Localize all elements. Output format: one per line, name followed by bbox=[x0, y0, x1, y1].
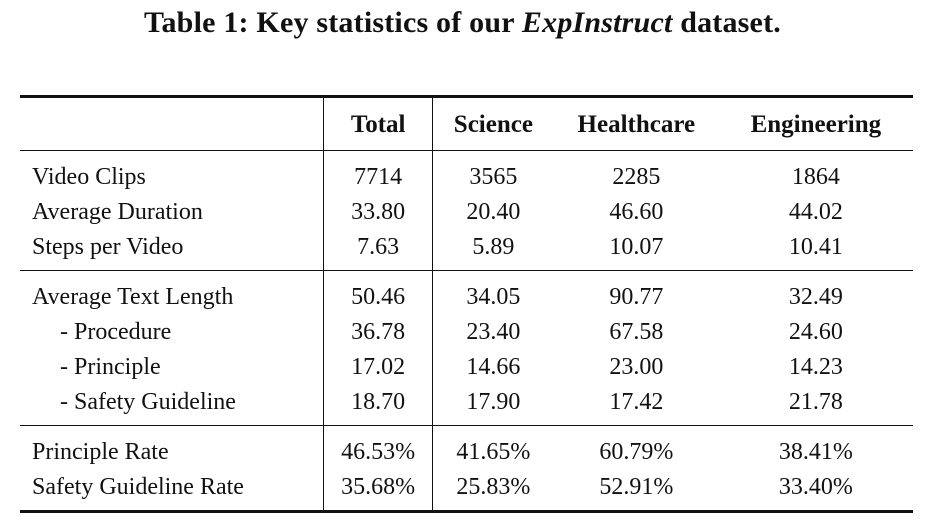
row-label: Principle Rate bbox=[20, 425, 325, 469]
cell-science: 20.40 bbox=[466, 198, 521, 225]
header-label-cell bbox=[20, 96, 325, 151]
cell-healthcare: 2285 bbox=[612, 163, 661, 190]
cell-healthcare: 60.79% bbox=[599, 438, 674, 465]
cell-healthcare: 10.07 bbox=[609, 233, 664, 260]
cell-engineering: 10.41 bbox=[788, 233, 843, 260]
cell-science: 5.89 bbox=[472, 233, 515, 260]
cell-healthcare: 46.60 bbox=[609, 198, 664, 225]
cell-total: 7714 bbox=[323, 150, 433, 194]
statistics-table-container: Total Science Healthcare Engineering Vid… bbox=[20, 95, 913, 513]
cell-science: 34.05 bbox=[466, 283, 521, 310]
cell-healthcare: 90.77 bbox=[609, 283, 664, 310]
cell-engineering: 38.41% bbox=[778, 438, 853, 465]
cell-science: 14.66 bbox=[466, 353, 521, 380]
cell-engineering: 14.23 bbox=[788, 353, 843, 380]
table-group-basic: Video Clips 7714 3565 2285 1864 Average … bbox=[20, 150, 913, 271]
cell-healthcare: 23.00 bbox=[609, 353, 664, 380]
table-row: - Safety Guideline 18.70 17.90 17.42 21.… bbox=[20, 384, 913, 426]
header-healthcare: Healthcare bbox=[577, 110, 696, 138]
statistics-table: Total Science Healthcare Engineering Vid… bbox=[20, 95, 913, 513]
row-label: Safety Guideline Rate bbox=[20, 469, 325, 512]
cell-science: 25.83% bbox=[456, 473, 531, 500]
caption-suffix: dataset. bbox=[672, 6, 781, 39]
row-label: Steps per Video bbox=[20, 229, 325, 271]
caption-dataset-name: ExpInstruct bbox=[521, 6, 673, 39]
table-row: Video Clips 7714 3565 2285 1864 bbox=[20, 150, 913, 194]
cell-engineering: 32.49 bbox=[788, 283, 843, 310]
cell-total: 35.68% bbox=[323, 469, 433, 512]
cell-total: 50.46 bbox=[323, 270, 433, 314]
cell-healthcare: 52.91% bbox=[599, 473, 674, 500]
caption-prefix: Table 1: Key statistics of our bbox=[144, 6, 522, 39]
row-label: - Safety Guideline bbox=[20, 384, 325, 426]
cell-science: 41.65% bbox=[456, 438, 531, 465]
cell-total: 46.53% bbox=[323, 425, 433, 469]
header-row: Total Science Healthcare Engineering bbox=[20, 96, 913, 151]
cell-engineering: 24.60 bbox=[788, 318, 843, 345]
table-group-rates: Principle Rate 46.53% 41.65% 60.79% 38.4… bbox=[20, 425, 913, 512]
table-row: Average Duration 33.80 20.40 46.60 44.02 bbox=[20, 194, 913, 229]
row-label: Average Duration bbox=[20, 194, 325, 229]
cell-total: 7.63 bbox=[323, 229, 433, 271]
cell-total: 18.70 bbox=[323, 384, 433, 426]
table-row: Safety Guideline Rate 35.68% 25.83% 52.9… bbox=[20, 469, 913, 512]
header-engineering: Engineering bbox=[750, 110, 882, 138]
table-row: - Procedure 36.78 23.40 67.58 24.60 bbox=[20, 314, 913, 349]
table-row: Average Text Length 50.46 34.05 90.77 32… bbox=[20, 270, 913, 314]
row-label: Video Clips bbox=[20, 150, 325, 194]
cell-total: 33.80 bbox=[323, 194, 433, 229]
cell-engineering: 44.02 bbox=[788, 198, 843, 225]
cell-science: 3565 bbox=[469, 163, 518, 190]
table-row: Principle Rate 46.53% 41.65% 60.79% 38.4… bbox=[20, 425, 913, 469]
cell-science: 23.40 bbox=[466, 318, 521, 345]
cell-engineering: 21.78 bbox=[788, 388, 843, 415]
cell-total: 17.02 bbox=[323, 349, 433, 384]
table-caption: Table 1: Key statistics of our ExpInstru… bbox=[0, 6, 925, 40]
header-total: Total bbox=[323, 96, 433, 151]
row-label: - Principle bbox=[20, 349, 325, 384]
cell-healthcare: 17.42 bbox=[609, 388, 664, 415]
row-label: Average Text Length bbox=[20, 270, 325, 314]
cell-science: 17.90 bbox=[466, 388, 521, 415]
cell-total: 36.78 bbox=[323, 314, 433, 349]
table-row: - Principle 17.02 14.66 23.00 14.23 bbox=[20, 349, 913, 384]
cell-engineering: 33.40% bbox=[778, 473, 853, 500]
table-group-text-length: Average Text Length 50.46 34.05 90.77 32… bbox=[20, 270, 913, 426]
cell-engineering: 1864 bbox=[791, 163, 840, 190]
row-label: - Procedure bbox=[20, 314, 325, 349]
header-science: Science bbox=[453, 110, 533, 138]
table-row: Steps per Video 7.63 5.89 10.07 10.41 bbox=[20, 229, 913, 271]
cell-healthcare: 67.58 bbox=[609, 318, 664, 345]
